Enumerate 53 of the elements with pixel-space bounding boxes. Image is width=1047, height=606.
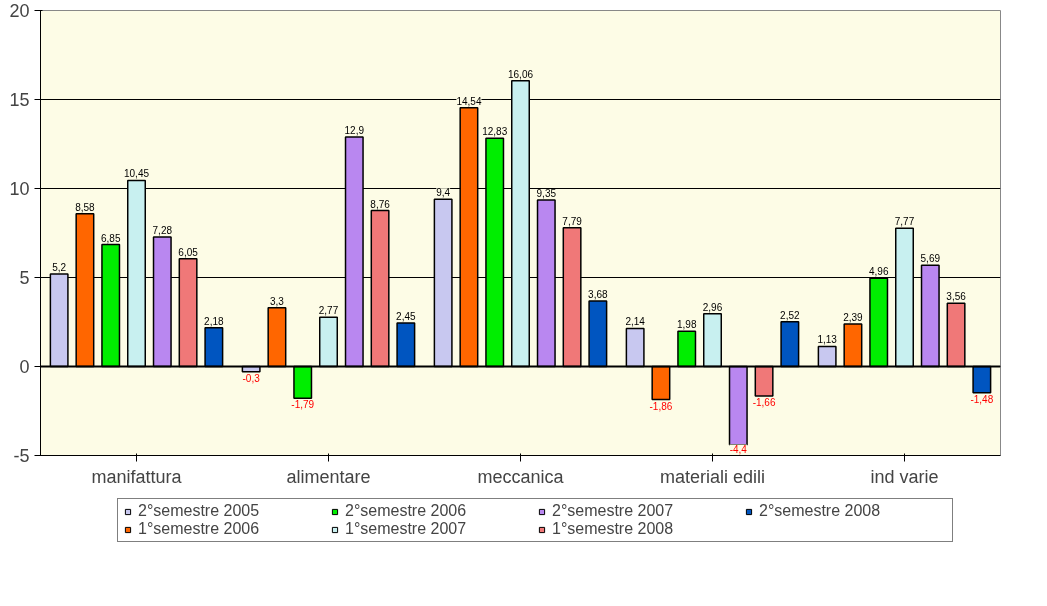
data-label: 9,4 bbox=[436, 187, 451, 199]
data-label: -0,3 bbox=[242, 372, 261, 384]
data-label: 2,45 bbox=[396, 310, 417, 322]
data-label: 7,28 bbox=[152, 224, 173, 236]
legend-label: 2°semestre 2005 bbox=[138, 502, 261, 520]
data-label: 3,3 bbox=[269, 295, 285, 307]
x-tick-label: alimentare bbox=[286, 466, 371, 487]
x-tick-label: meccanica bbox=[477, 466, 565, 487]
data-label: 6,85 bbox=[100, 232, 121, 244]
data-label: 8,76 bbox=[370, 198, 391, 210]
y-tick-label: 10 bbox=[9, 179, 30, 199]
y-tick-label: 0 bbox=[19, 357, 30, 377]
data-label: 3,68 bbox=[588, 289, 609, 300]
data-label: 12,83 bbox=[482, 126, 508, 138]
data-label: 2,96 bbox=[702, 301, 723, 313]
data-label: 6,05 bbox=[178, 246, 199, 258]
y-tick-label: -5 bbox=[13, 446, 30, 466]
data-label: -1,79 bbox=[291, 399, 315, 411]
data-label: 10,45 bbox=[123, 168, 150, 180]
data-label: 9,35 bbox=[536, 188, 557, 200]
data-label: -1,66 bbox=[752, 397, 776, 409]
y-tick-label: 5 bbox=[19, 268, 30, 288]
data-label: 2,14 bbox=[625, 316, 646, 328]
legend-label: 1°semestre 2007 bbox=[345, 520, 468, 538]
legend-label: 1°semestre 2008 bbox=[552, 520, 675, 538]
legend-label: 2°semestre 2008 bbox=[759, 502, 882, 520]
legend-label: 2°semestre 2007 bbox=[552, 502, 675, 520]
data-label: 7,79 bbox=[562, 215, 583, 227]
data-label: 12,9 bbox=[344, 124, 365, 136]
data-label: 2,52 bbox=[780, 309, 801, 321]
x-tick-label: materiali edili bbox=[659, 466, 766, 487]
data-label: 7,77 bbox=[894, 216, 915, 228]
data-label: 1,98 bbox=[676, 319, 697, 331]
data-label: 5,69 bbox=[920, 253, 941, 265]
y-tick-label: 20 bbox=[9, 1, 30, 21]
data-label: 4,96 bbox=[868, 266, 889, 278]
data-label: -4,4 bbox=[729, 443, 748, 455]
data-label: 3,56 bbox=[946, 291, 967, 303]
x-tick-label: manifattura bbox=[91, 466, 183, 487]
data-label: -1,48 bbox=[970, 393, 994, 405]
data-label: 16,06 bbox=[507, 68, 534, 80]
data-label: 2,39 bbox=[843, 311, 864, 323]
y-tick-label: 15 bbox=[9, 90, 30, 110]
data-label: 2,18 bbox=[204, 315, 225, 327]
data-label: 5,2 bbox=[52, 261, 67, 273]
legend-label: 2°semestre 2006 bbox=[345, 502, 468, 520]
data-label: 14,54 bbox=[456, 95, 482, 107]
x-tick-label: ind varie bbox=[870, 466, 939, 487]
data-label: 8,58 bbox=[75, 201, 96, 213]
legend-label: 1°semestre 2006 bbox=[138, 520, 261, 538]
data-label: -1,86 bbox=[649, 400, 673, 412]
data-label: 2,77 bbox=[318, 305, 339, 317]
data-label: 1,13 bbox=[817, 334, 838, 346]
